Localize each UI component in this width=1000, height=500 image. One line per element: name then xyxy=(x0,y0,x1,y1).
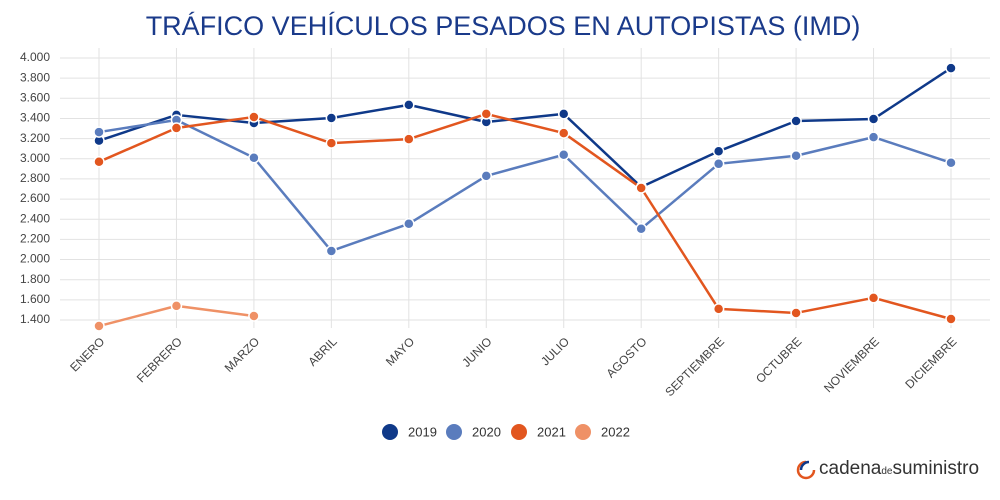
brand-part: suministro xyxy=(892,458,979,479)
x-tick-label: MARZO xyxy=(222,334,263,375)
x-tick-label: SEPTIEMBRE xyxy=(662,334,727,399)
y-tick-label: 2.800 xyxy=(20,171,50,185)
y-tick-label: 3.200 xyxy=(20,131,50,145)
brand-part: de xyxy=(881,466,893,477)
y-tick-label: 1.800 xyxy=(20,272,50,286)
legend-label: 2019 xyxy=(408,424,437,439)
x-tick-label: DICIEMBRE xyxy=(902,334,959,391)
data-point xyxy=(557,148,570,161)
data-point xyxy=(170,122,183,134)
data-point xyxy=(403,99,415,111)
data-point xyxy=(790,115,802,127)
data-point xyxy=(712,303,725,315)
x-tick-label: JUNIO xyxy=(459,334,494,369)
data-point xyxy=(557,127,570,139)
x-tick-label: JULIO xyxy=(538,334,572,368)
y-tick-label: 1.600 xyxy=(20,292,50,306)
data-point xyxy=(635,182,647,194)
series-line xyxy=(98,112,952,321)
data-point xyxy=(712,158,725,170)
data-point xyxy=(325,137,338,149)
x-tick-label: NOVIEMBRE xyxy=(821,334,882,395)
x-tick-label: OCTUBRE xyxy=(753,334,804,385)
data-point xyxy=(248,152,260,164)
data-point xyxy=(170,300,183,312)
legend-label: 2021 xyxy=(537,424,566,439)
legend-label: 2020 xyxy=(472,424,501,439)
series-line xyxy=(98,67,952,189)
data-point xyxy=(93,126,105,138)
data-point xyxy=(403,218,415,230)
y-tick-label: 4.000 xyxy=(20,50,50,64)
legend-marker xyxy=(382,424,398,440)
y-tick-label: 2.600 xyxy=(20,191,50,205)
y-tick-label: 3.400 xyxy=(20,111,50,125)
data-point xyxy=(325,245,338,257)
data-point xyxy=(557,108,570,120)
data-point xyxy=(480,170,493,182)
data-point xyxy=(790,307,802,319)
data-point xyxy=(248,310,260,322)
x-tick-label: MAYO xyxy=(383,334,417,368)
data-point xyxy=(867,131,880,143)
data-point xyxy=(790,149,802,162)
data-point xyxy=(635,223,647,235)
data-point xyxy=(867,292,880,304)
legend-marker xyxy=(446,424,462,440)
data-point xyxy=(403,133,415,145)
y-tick-label: 1.400 xyxy=(20,312,50,326)
x-tick-label: FEBRERO xyxy=(134,334,185,385)
data-point xyxy=(248,111,260,123)
x-tick-label: ENERO xyxy=(67,334,107,374)
legend-marker xyxy=(511,424,527,440)
data-point xyxy=(712,145,725,157)
data-point xyxy=(325,112,338,124)
brand-logo: cadenadesuministro xyxy=(796,458,979,480)
legend: 2019 2020 2021 2022 xyxy=(382,424,630,440)
chart-title: TRÁFICO VEHÍCULOS PESADOS EN AUTOPISTAS … xyxy=(146,11,861,41)
y-tick-label: 3.800 xyxy=(20,70,50,84)
data-point xyxy=(945,62,957,74)
y-tick-label: 2.200 xyxy=(20,232,50,246)
data-point xyxy=(867,113,880,125)
y-tick-label: 2.000 xyxy=(20,252,50,266)
data-point xyxy=(945,157,957,169)
brand-part: cadena xyxy=(819,458,882,479)
series-line xyxy=(98,118,952,253)
data-point xyxy=(945,313,957,325)
brand-name: cadenadesuministro xyxy=(819,458,979,479)
legend-label: 2022 xyxy=(601,424,630,439)
legend-marker xyxy=(575,424,591,440)
y-tick-label: 3.600 xyxy=(20,90,50,104)
y-tick-label: 2.400 xyxy=(20,211,50,225)
logo-icon xyxy=(796,460,816,480)
y-tick-label: 3.000 xyxy=(20,151,50,165)
data-point xyxy=(93,156,105,168)
x-tick-label: ABRIL xyxy=(305,334,340,369)
data-point xyxy=(93,320,105,332)
x-tick-label: AGOSTO xyxy=(603,334,649,380)
data-point xyxy=(480,108,493,120)
logo-icon xyxy=(799,460,810,471)
